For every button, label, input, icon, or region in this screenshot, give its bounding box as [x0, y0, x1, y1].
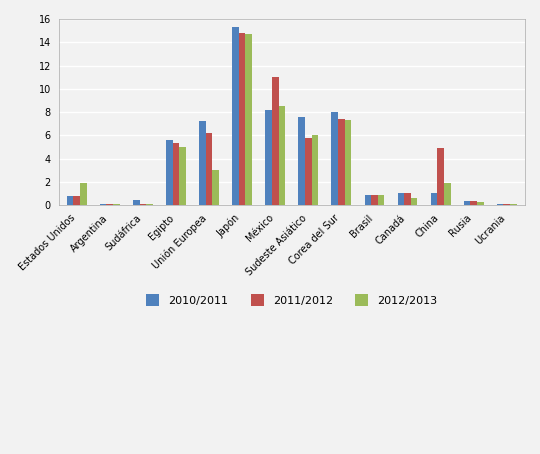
- Legend: 2010/2011, 2011/2012, 2012/2013: 2010/2011, 2011/2012, 2012/2013: [140, 289, 443, 311]
- Bar: [371, 195, 378, 205]
- Bar: [464, 201, 470, 205]
- Bar: [106, 204, 113, 205]
- Bar: [437, 148, 444, 205]
- Bar: [279, 106, 285, 205]
- Bar: [146, 204, 153, 205]
- Bar: [411, 198, 417, 205]
- Bar: [100, 204, 106, 205]
- Bar: [239, 33, 246, 205]
- Bar: [431, 193, 437, 205]
- Bar: [299, 117, 305, 205]
- Bar: [67, 196, 73, 205]
- Bar: [332, 112, 338, 205]
- Bar: [232, 27, 239, 205]
- Bar: [444, 183, 450, 205]
- Bar: [510, 204, 517, 205]
- Bar: [378, 195, 384, 205]
- Bar: [503, 204, 510, 205]
- Bar: [272, 77, 279, 205]
- Bar: [80, 183, 86, 205]
- Bar: [470, 201, 477, 205]
- Bar: [305, 138, 312, 205]
- Bar: [497, 204, 503, 205]
- Bar: [206, 133, 212, 205]
- Bar: [212, 170, 219, 205]
- Bar: [338, 119, 345, 205]
- Bar: [246, 34, 252, 205]
- Bar: [113, 204, 120, 205]
- Bar: [345, 120, 352, 205]
- Bar: [364, 195, 371, 205]
- Bar: [133, 200, 139, 205]
- Bar: [179, 147, 186, 205]
- Bar: [265, 110, 272, 205]
- Bar: [139, 204, 146, 205]
- Bar: [166, 140, 173, 205]
- Bar: [477, 202, 484, 205]
- Bar: [73, 196, 80, 205]
- Bar: [173, 143, 179, 205]
- Bar: [199, 121, 206, 205]
- Bar: [404, 193, 411, 205]
- Bar: [397, 193, 404, 205]
- Bar: [312, 135, 318, 205]
